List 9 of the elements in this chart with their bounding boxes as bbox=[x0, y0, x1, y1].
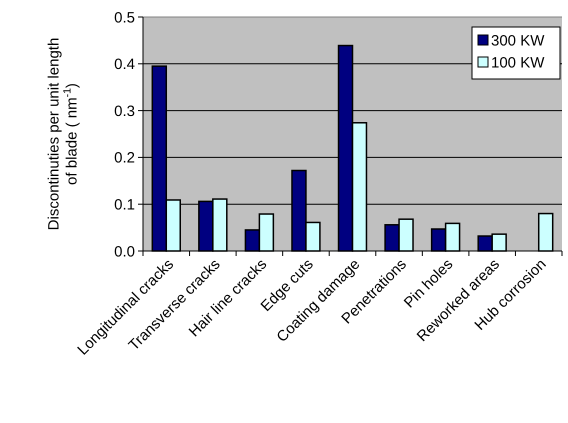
y-tick-label: 0.2 bbox=[114, 150, 135, 167]
y-tick-label: 0.4 bbox=[114, 56, 135, 74]
y-tick-label: 0.3 bbox=[114, 102, 135, 120]
y-tick-label: 0.1 bbox=[114, 196, 135, 214]
legend-label: 300 KW bbox=[491, 32, 546, 50]
bar bbox=[538, 212, 554, 252]
legend-label: 100 KW bbox=[491, 54, 546, 72]
y-tick-label: 0.0 bbox=[114, 243, 135, 260]
y-tick-label: 0.5 bbox=[114, 9, 135, 26]
